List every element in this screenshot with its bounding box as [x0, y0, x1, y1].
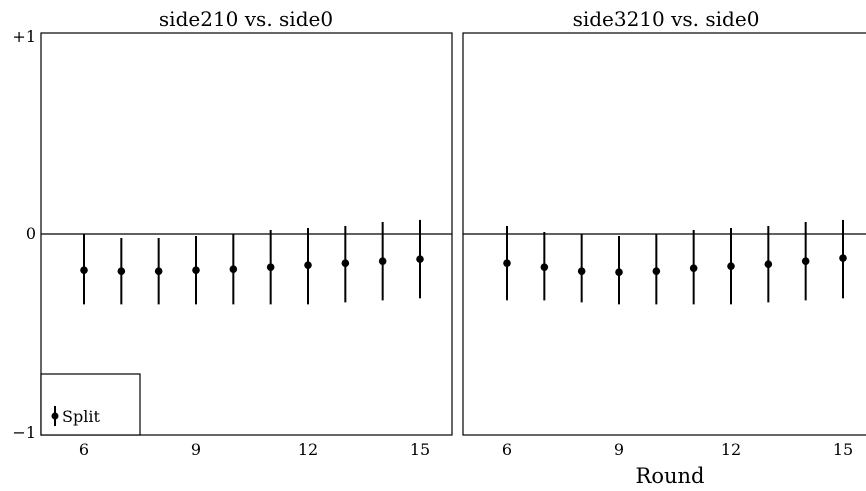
- data-point: [652, 267, 661, 275]
- error-bar-series: [503, 219, 847, 305]
- x-tick-label: 6: [79, 440, 89, 459]
- data-point: [341, 259, 350, 267]
- x-tick-label: 6: [502, 440, 512, 459]
- legend-label: Split: [62, 407, 100, 426]
- x-tick-label: 12: [721, 440, 741, 459]
- data-point: [304, 261, 312, 269]
- data-point: [154, 267, 163, 275]
- data-point: [80, 266, 88, 274]
- x-tick-label: 15: [410, 440, 430, 459]
- legend-box: [40, 373, 141, 436]
- data-point: [540, 263, 549, 271]
- chart-title-side210: side210 vs. side0: [159, 7, 333, 31]
- x-tick-label: 12: [298, 440, 318, 459]
- data-point: [727, 262, 735, 270]
- y-tick-labels: +1 0 −1: [12, 27, 36, 442]
- data-point: [192, 266, 200, 274]
- data-point: [117, 267, 126, 275]
- panel-side3210: side3210 vs. side0 6 9 12 15 Round: [462, 7, 866, 488]
- data-point: [266, 263, 275, 271]
- data-point: [503, 259, 511, 267]
- x-tick-label: 15: [833, 440, 853, 459]
- x-axis-label: Round: [636, 464, 705, 488]
- data-point: [689, 264, 698, 272]
- data-point: [416, 255, 424, 263]
- x-tick-labels-side3210: 6 9 12 15: [502, 440, 853, 459]
- data-point: [801, 257, 810, 265]
- y-tick-label-bottom: −1: [12, 423, 36, 442]
- data-point: [378, 257, 387, 265]
- x-tick-label: 9: [614, 440, 624, 459]
- data-point: [764, 260, 773, 268]
- x-tick-labels-side210: 6 9 12 15: [79, 440, 430, 459]
- chart-title-side3210: side3210 vs. side0: [573, 7, 760, 31]
- data-point: [229, 265, 238, 273]
- data-point: [839, 254, 847, 262]
- data-point: [615, 268, 623, 276]
- legend: Split: [40, 373, 141, 436]
- y-tick-label-zero: 0: [26, 224, 36, 243]
- y-tick-label-top: +1: [12, 27, 36, 46]
- panel-side210: side210 vs. side0 +1 0 −1 6 9 12 15 Spli…: [12, 7, 453, 459]
- data-point: [577, 267, 586, 275]
- legend-marker-icon: [51, 412, 59, 420]
- error-bar-series-split: [80, 219, 424, 305]
- x-tick-label: 9: [191, 440, 201, 459]
